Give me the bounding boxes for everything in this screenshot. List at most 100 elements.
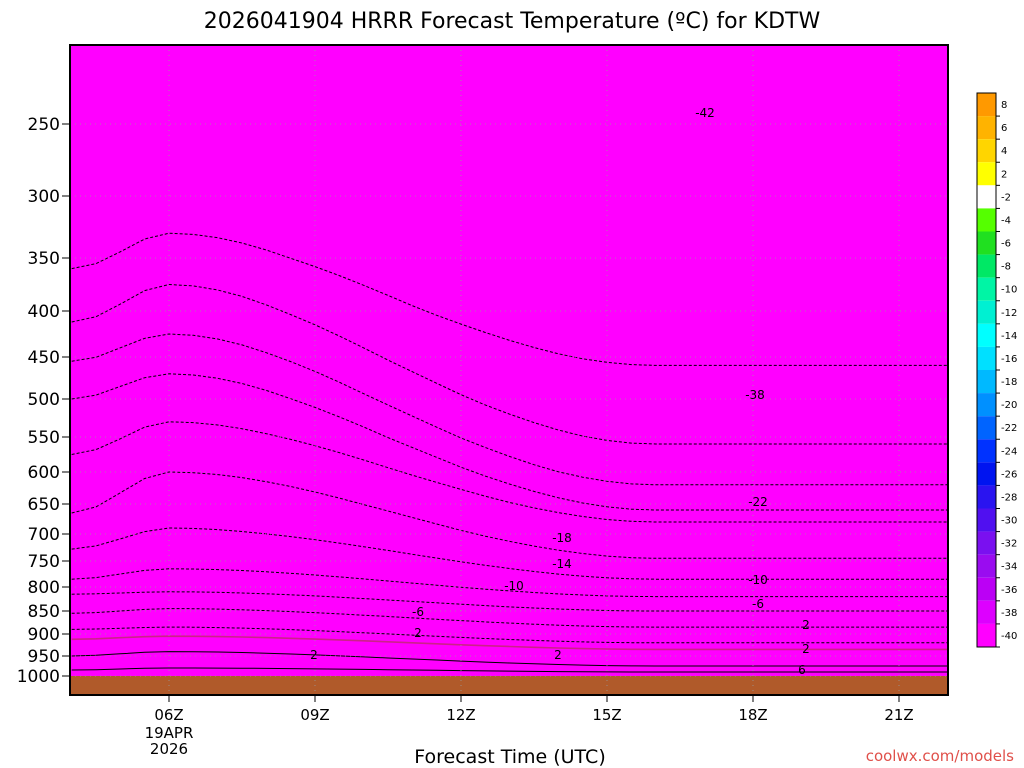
contour-label: -14 xyxy=(552,557,572,571)
isotherm-line xyxy=(71,667,948,673)
x-tick-label: 06Z xyxy=(154,706,183,724)
colorbar-swatch xyxy=(977,231,996,255)
plot-area: -42 -38 -22 -18 -14 -10 -6 2 -10 -6 2 2 6 2 2 xyxy=(70,45,948,695)
colorbar-swatch xyxy=(977,600,996,624)
x-date-line1: 19APR xyxy=(145,724,194,742)
isotherm-line xyxy=(71,651,948,667)
colorbar-swatch xyxy=(977,393,996,417)
colorbar-label: -40 xyxy=(1001,631,1017,642)
contour-label: 6 xyxy=(798,663,806,677)
colorbar-label: -12 xyxy=(1001,308,1017,319)
contour-label: -6 xyxy=(752,597,764,611)
x-tick-label: 12Z xyxy=(446,706,475,724)
colorbar-label: -14 xyxy=(1001,331,1017,342)
colorbar-label: -38 xyxy=(1001,608,1017,619)
x-date-line2: 2026 xyxy=(150,740,188,758)
isotherm-line xyxy=(71,421,948,523)
colorbar-label: -8 xyxy=(1001,262,1011,273)
y-tick-label: 650 xyxy=(28,495,60,515)
contour-label: 2 xyxy=(802,618,810,632)
colorbar-label: -4 xyxy=(1001,215,1011,226)
y-tick-label: 300 xyxy=(28,187,60,207)
colorbar-swatch xyxy=(977,554,996,578)
colorbar-label: -10 xyxy=(1001,285,1017,296)
colorbar-label: 4 xyxy=(1001,146,1007,157)
colorbar-swatch xyxy=(977,277,996,301)
colorbar-label: -18 xyxy=(1001,377,1017,388)
y-tick-label: 600 xyxy=(28,463,60,483)
contour-label: -6 xyxy=(412,605,424,619)
contour-label: 2 xyxy=(554,648,562,662)
x-axis-ticks: 06Z 09Z 12Z 15Z 18Z 21Z xyxy=(154,695,914,724)
y-tick-label: 400 xyxy=(28,302,60,322)
colorbar-swatch xyxy=(977,485,996,509)
isotherm-line xyxy=(71,373,948,511)
isotherm-line xyxy=(71,471,948,559)
y-tick-label: 250 xyxy=(28,115,60,135)
colorbar-swatch xyxy=(977,577,996,601)
colorbar: 8 6 4 2 -2 -4 -6 -8 -10 -12 -14 -16 -18 -20 -22 -24 -26 -… xyxy=(976,92,1017,648)
colorbar-label: -6 xyxy=(1001,239,1011,250)
contour-label: -38 xyxy=(745,388,765,402)
x-tick-label: 09Z xyxy=(300,706,329,724)
isotherm-line xyxy=(71,232,948,366)
colorbar-swatch xyxy=(977,508,996,532)
colorbar-swatch xyxy=(977,462,996,486)
plot-frame xyxy=(69,44,949,696)
y-tick-label: 800 xyxy=(28,578,60,598)
chart-title: 2026041904 HRRR Forecast Temperature (ºC… xyxy=(204,9,821,34)
colorbar-label: -32 xyxy=(1001,539,1017,550)
contour-label: 2 xyxy=(414,626,422,640)
y-tick-label: 700 xyxy=(28,525,60,545)
colorbar-swatch xyxy=(977,300,996,324)
y-axis-ticks: 250 300 350 400 450 500 550 600 650 700 750 800 850 9… xyxy=(17,115,70,687)
colorbar-label: -34 xyxy=(1001,562,1017,573)
colorbar-swatch xyxy=(977,254,996,278)
y-tick-label: 1000 xyxy=(17,667,60,687)
colorbar-label: -36 xyxy=(1001,585,1017,596)
colorbar-swatch xyxy=(977,162,996,186)
x-tick-label: 21Z xyxy=(884,706,913,724)
contour-label: -42 xyxy=(695,106,715,120)
y-tick-label: 900 xyxy=(28,625,60,645)
y-tick-label: 750 xyxy=(28,552,60,572)
colorbar-swatch xyxy=(977,208,996,232)
colorbar-label: -30 xyxy=(1001,516,1017,527)
colorbar-label: -2 xyxy=(1001,192,1011,203)
colorbar-swatch xyxy=(977,531,996,555)
colorbar-label: -26 xyxy=(1001,469,1017,480)
isotherm-line xyxy=(71,283,948,445)
colorbar-label: -20 xyxy=(1001,400,1017,411)
colorbar-label: 6 xyxy=(1001,123,1007,134)
y-tick-label: 950 xyxy=(28,647,60,667)
x-tick-label: 18Z xyxy=(738,706,767,724)
colorbar-swatch xyxy=(977,416,996,440)
isotherm-line xyxy=(71,608,948,628)
colorbar-swatch xyxy=(977,93,996,117)
colorbar-label: -28 xyxy=(1001,492,1017,503)
isotherm-line xyxy=(71,527,948,580)
contour-label: -18 xyxy=(552,531,572,545)
colorbar-swatch xyxy=(977,139,996,163)
temperature-bands xyxy=(70,233,948,695)
isotherm-line xyxy=(71,626,948,644)
y-tick-label: 450 xyxy=(28,348,60,368)
isotherm-line xyxy=(71,635,948,651)
contour-label: 2 xyxy=(310,648,318,662)
colorbar-label: -16 xyxy=(1001,354,1017,365)
colorbar-label: -22 xyxy=(1001,423,1017,434)
x-axis-label: Forecast Time (UTC) xyxy=(414,746,605,768)
contour-label: -10 xyxy=(504,579,524,593)
colorbar-label: -24 xyxy=(1001,446,1017,457)
colorbar-swatch xyxy=(977,116,996,140)
colorbar-label: 2 xyxy=(1001,169,1007,180)
ground-below-surface xyxy=(70,676,948,695)
colorbar-swatch xyxy=(977,323,996,347)
credit-text: coolwx.com/models xyxy=(866,747,1014,765)
contour-labels: -42 -38 -22 -18 -14 -10 -6 2 -10 -6 2 2 6 2 2 xyxy=(310,106,810,677)
y-tick-label: 550 xyxy=(28,428,60,448)
grid-lines xyxy=(70,45,948,695)
isotherm-contours xyxy=(71,232,948,673)
colorbar-swatch xyxy=(977,185,996,209)
